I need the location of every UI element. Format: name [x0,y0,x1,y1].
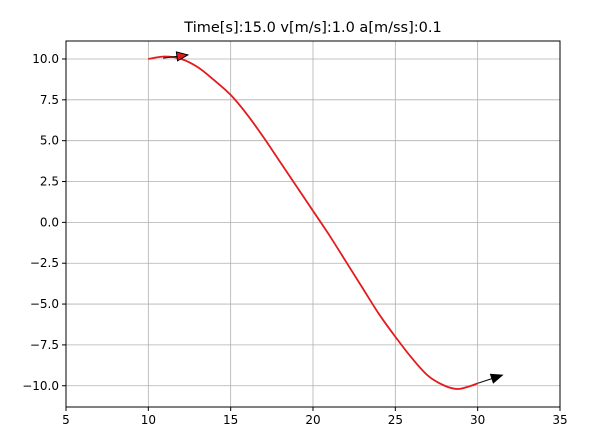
arrow-layer [163,51,504,384]
y-tick-label: −7.5 [30,338,59,352]
grid-lines [65,41,561,407]
y-tick-label: 5.0 [40,134,59,148]
y-axis: −10.0 −7.5 −5.0 −2.5 0.0 2.5 5.0 7.5 10.0 [22,52,66,393]
chart-title: Time[s]:15.0 v[m/s]:1.0 a[m/ss]:0.1 [183,20,441,36]
y-tick-label: −5.0 [30,297,59,311]
x-tick-label: 25 [388,413,403,427]
y-tick-label: 2.5 [40,175,59,189]
y-tick-label: −10.0 [22,379,59,393]
series-layer [148,55,478,390]
x-tick-label: 20 [305,413,320,427]
x-tick-label: 30 [470,413,485,427]
y-tick-label: 0.0 [40,215,59,229]
x-tick-label: 15 [223,413,238,427]
series-line [148,55,478,390]
y-tick-label: 10.0 [32,52,59,66]
x-tick-label: 10 [141,413,156,427]
arrow-shaft [163,55,178,59]
x-tick-label: 5 [62,413,70,427]
x-axis: 5 10 15 20 25 30 35 [62,407,568,427]
arrow-shaft [477,378,493,384]
y-tick-label: 7.5 [40,93,59,107]
x-tick-label: 35 [552,413,567,427]
y-tick-label: −2.5 [30,256,59,270]
arrow-head [489,373,504,384]
arrow-head [175,51,190,62]
